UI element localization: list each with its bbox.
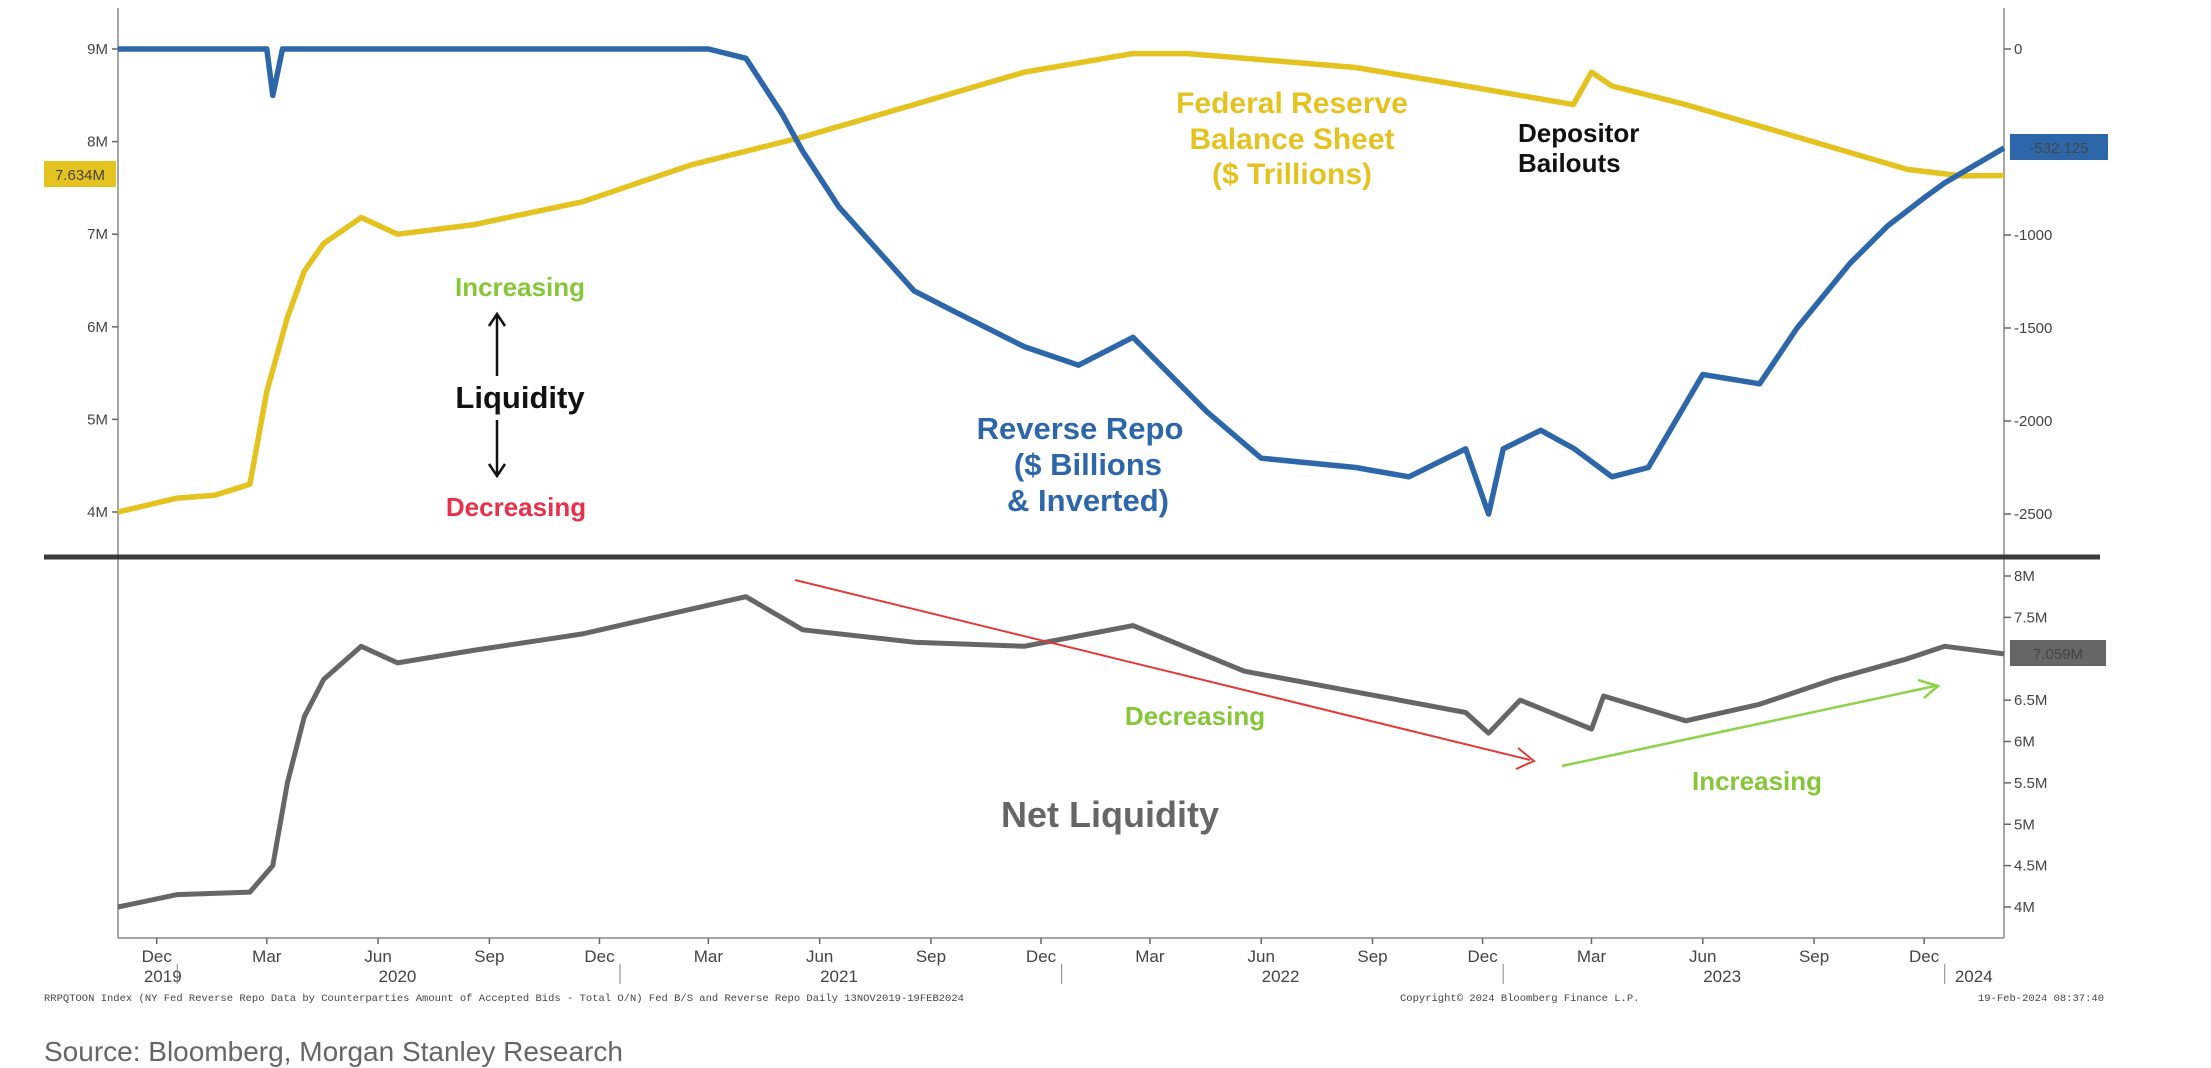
net-last-value-badge: 7.059M (2010, 640, 2106, 666)
fed-title-line-1: Federal Reserve (1176, 87, 1408, 120)
bottom-right-tick-label: 4M (2014, 899, 2035, 916)
bottom-right-tick-label: 5M (2014, 816, 2035, 833)
repo-last-value: -532.125 (2029, 140, 2088, 157)
trend-arrow-up (1561, 678, 1941, 768)
top-right-axis: 0 -1000 -1500 -2000 -2500 (2004, 41, 2052, 523)
left-tick-label: 5M (87, 411, 108, 428)
x-month-label: Dec (1467, 947, 1498, 966)
series-fed-balance-sheet (117, 50, 2005, 515)
repo-last-value-badge: -532.125 (2010, 134, 2108, 160)
x-month-label: Sep (474, 947, 504, 966)
x-month-label: Dec (1026, 947, 1057, 966)
x-year-label: 2019 (144, 967, 182, 986)
depositor-label-line-1: Depositor (1518, 118, 1639, 148)
x-month-label: Jun (364, 947, 391, 966)
x-month-label: Sep (1357, 947, 1387, 966)
x-month-label: Mar (1135, 947, 1165, 966)
liquidity-label: Liquidity (455, 380, 585, 415)
top-left-axis: 9M 8M 7M 6M 5M 4M (87, 41, 118, 521)
left-tick-label: 4M (87, 504, 108, 521)
bottom-right-tick-label: 6M (2014, 734, 2035, 751)
x-month-label: Jun (1689, 947, 1716, 966)
net-liquidity-title: Net Liquidity (1001, 794, 1219, 835)
left-tick-label: 6M (87, 319, 108, 336)
footer-copyright: Copyright© 2024 Bloomberg Finance L.P. (1400, 993, 1639, 1005)
depositor-label-line-2: Bailouts (1518, 148, 1621, 178)
x-year-label: 2023 (1703, 967, 1741, 986)
x-month-label: Mar (1577, 947, 1607, 966)
x-month-label: Dec (584, 947, 615, 966)
series-reverse-repo (118, 46, 2006, 517)
x-month-label: Dec (1909, 947, 1940, 966)
left-tick-label: 8M (87, 134, 108, 151)
trend-arrow-down (794, 579, 1536, 770)
fed-title-line-3: ($ Trillions) (1212, 158, 1372, 191)
x-year-label: 2022 (1262, 967, 1300, 986)
liquidity-increasing-label: Increasing (455, 272, 585, 302)
fed-last-value-badge: 7.634M (44, 161, 116, 187)
x-year-label: 2020 (379, 967, 417, 986)
x-month-label: Jun (1248, 947, 1275, 966)
x-month-label: Jun (806, 947, 833, 966)
liquidity-arrow (487, 311, 507, 479)
series-net-liquidity (117, 594, 2005, 910)
liquidity-decreasing-label: Decreasing (446, 492, 586, 522)
x-year-label: 2021 (820, 967, 858, 986)
footer-timestamp: 19-Feb-2024 08:37:40 (1978, 993, 2104, 1005)
right-tick-label: -1000 (2014, 227, 2052, 244)
repo-title-line-3: & Inverted) (1007, 483, 1169, 518)
bottom-right-tick-label: 5.5M (2014, 775, 2047, 792)
bottom-right-axis: 8M 7.5M 6.5M 6M 5.5M 5M 4.5M 4M (2004, 568, 2047, 916)
net-last-value: 7.059M (2033, 646, 2083, 663)
bottom-right-tick-label: 7.5M (2014, 609, 2047, 626)
x-year-label: 2024 (1955, 967, 1993, 986)
fed-last-value: 7.634M (55, 167, 105, 184)
x-month-label: Mar (694, 947, 724, 966)
fed-title-line-2: Balance Sheet (1189, 123, 1394, 156)
right-tick-label: 0 (2014, 41, 2022, 58)
x-month-label: Sep (916, 947, 946, 966)
repo-title-line-1: Reverse Repo (977, 411, 1184, 446)
x-axis: Dec Mar Jun Sep Dec Mar Jun Sep Dec Mar Jun Sep Dec M… (142, 938, 1993, 986)
net-decreasing-label: Decreasing (1125, 701, 1265, 731)
source-caption: Source: Bloomberg, Morgan Stanley Resear… (44, 1036, 623, 1067)
bottom-right-tick-label: 8M (2014, 568, 2035, 585)
x-month-label: Sep (1799, 947, 1829, 966)
net-increasing-label: Increasing (1692, 766, 1822, 796)
repo-title-line-2: ($ Billions (1014, 447, 1162, 482)
bottom-right-tick-label: 6.5M (2014, 692, 2047, 709)
right-tick-label: -2000 (2014, 413, 2052, 430)
right-tick-label: -2500 (2014, 506, 2052, 523)
left-tick-label: 7M (87, 226, 108, 243)
x-month-label: Dec (142, 947, 173, 966)
bottom-right-tick-label: 4.5M (2014, 858, 2047, 875)
x-month-label: Mar (252, 947, 282, 966)
left-tick-label: 9M (87, 41, 108, 58)
footer-index-description: RRPQTOON Index (NY Fed Reverse Repo Data… (44, 993, 964, 1005)
right-tick-label: -1500 (2014, 320, 2052, 337)
